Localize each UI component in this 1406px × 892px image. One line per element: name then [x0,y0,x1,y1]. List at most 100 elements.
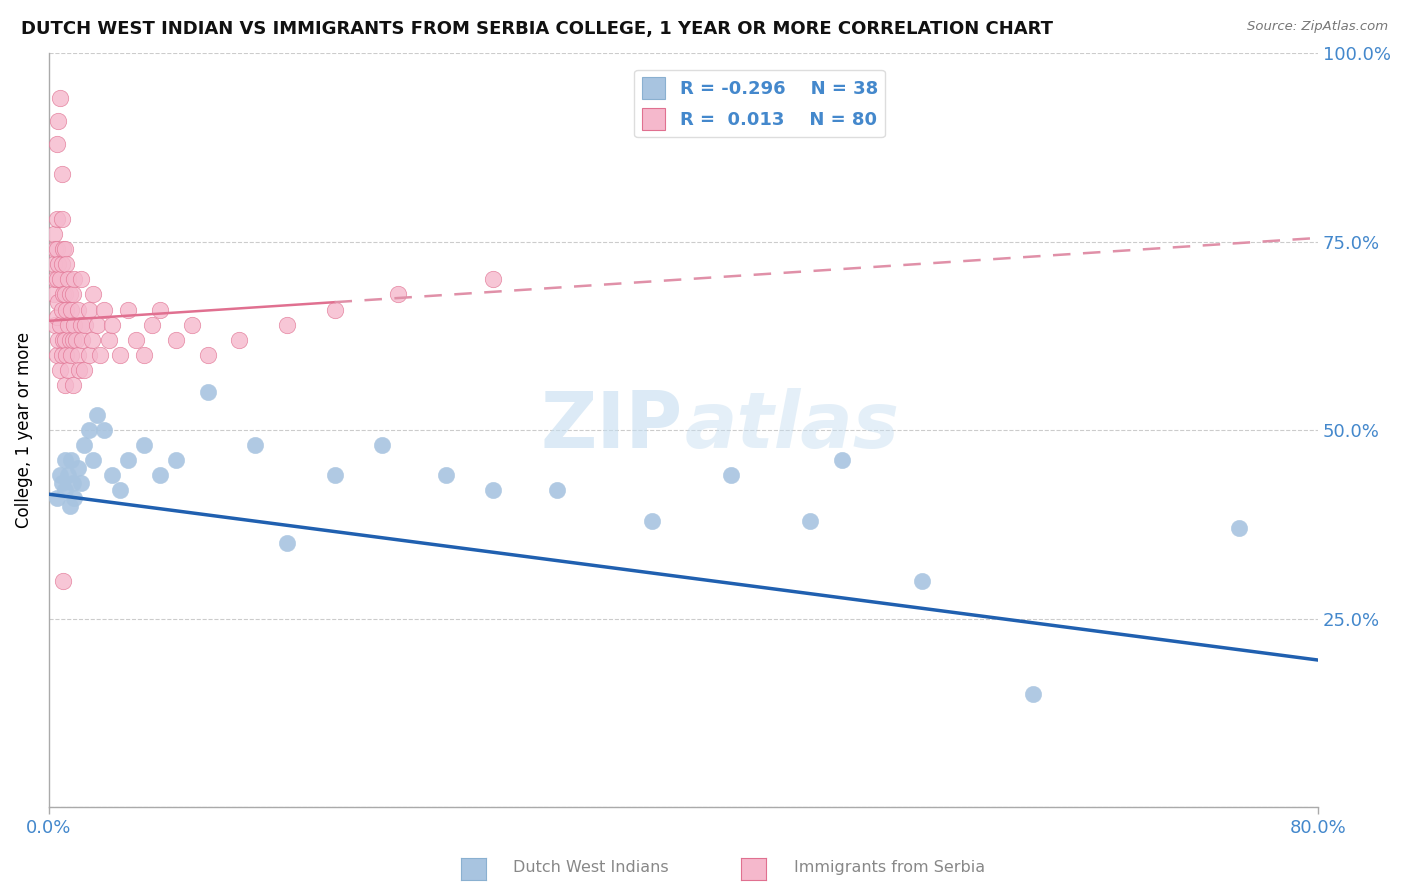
Point [58,333,80,347]
Point [51,257,73,271]
Point [44,272,66,286]
Point [197,348,219,362]
Point [110,483,132,498]
Point [62,333,84,347]
Point [80,333,103,347]
Point [66,302,89,317]
Point [55,257,77,271]
Point [165,453,187,467]
Point [48,257,70,271]
Point [482,272,505,286]
Point [69,272,91,286]
Point [86,408,108,422]
Point [49,468,72,483]
Point [197,385,219,400]
Point [51,212,73,227]
Point [77,302,100,317]
Point [641,514,664,528]
Point [141,318,163,332]
Point [323,302,346,317]
Point [67,363,90,377]
Point [53,333,76,347]
Point [98,333,121,347]
Point [276,536,298,550]
Point [75,318,97,332]
Text: DUTCH WEST INDIAN VS IMMIGRANTS FROM SERBIA COLLEGE, 1 YEAR OR MORE CORRELATION : DUTCH WEST INDIAN VS IMMIGRANTS FROM SER… [21,20,1053,37]
Point [117,302,139,317]
Point [48,295,70,310]
Point [51,302,73,317]
Point [52,574,75,588]
Point [66,460,89,475]
Point [93,302,115,317]
Point [65,333,87,347]
Point [42,257,65,271]
Point [51,348,73,362]
Point [63,318,86,332]
Point [245,438,267,452]
Point [82,453,104,467]
Point [77,423,100,437]
Point [73,438,96,452]
Point [482,483,505,498]
Point [45,491,67,505]
Legend: R = -0.296    N = 38, R =  0.013    N = 80: R = -0.296 N = 38, R = 0.013 N = 80 [634,70,884,137]
Point [56,318,79,332]
Point [101,468,124,483]
Point [53,483,76,498]
Point [53,453,76,467]
Point [44,318,66,332]
Point [58,287,80,301]
Point [56,468,79,483]
Point [66,348,89,362]
Point [45,212,67,227]
Text: atlas: atlas [685,388,900,465]
Point [53,242,76,256]
Point [49,363,72,377]
Point [125,333,148,347]
Point [52,242,75,256]
Point [69,475,91,490]
Point [52,287,75,301]
Point [73,363,96,377]
Point [49,318,72,332]
Point [42,227,65,241]
Point [93,423,115,437]
Point [51,475,73,490]
Point [60,453,83,467]
Point [101,318,124,332]
Point [48,114,70,128]
Point [180,318,202,332]
Point [546,483,568,498]
Point [149,302,172,317]
Point [48,333,70,347]
Point [49,272,72,286]
Point [63,272,86,286]
Point [117,453,139,467]
Text: ZIP: ZIP [540,388,682,465]
Point [134,348,156,362]
Point [55,302,77,317]
Point [53,287,76,301]
Point [110,348,132,362]
Point [45,242,67,256]
Text: Source: ZipAtlas.com: Source: ZipAtlas.com [1247,20,1388,33]
Point [1021,687,1043,701]
Point [62,475,84,490]
Y-axis label: College, 1 year or more: College, 1 year or more [15,332,32,528]
Point [53,378,76,392]
Point [45,348,67,362]
Point [720,468,742,483]
Point [134,438,156,452]
Point [63,491,86,505]
Point [371,438,394,452]
Point [165,333,187,347]
Point [831,453,853,467]
Point [72,333,94,347]
Point [56,272,79,286]
Point [44,242,66,256]
Point [149,468,172,483]
Point [276,318,298,332]
Point [1227,521,1250,535]
Text: Immigrants from Serbia: Immigrants from Serbia [794,861,986,875]
